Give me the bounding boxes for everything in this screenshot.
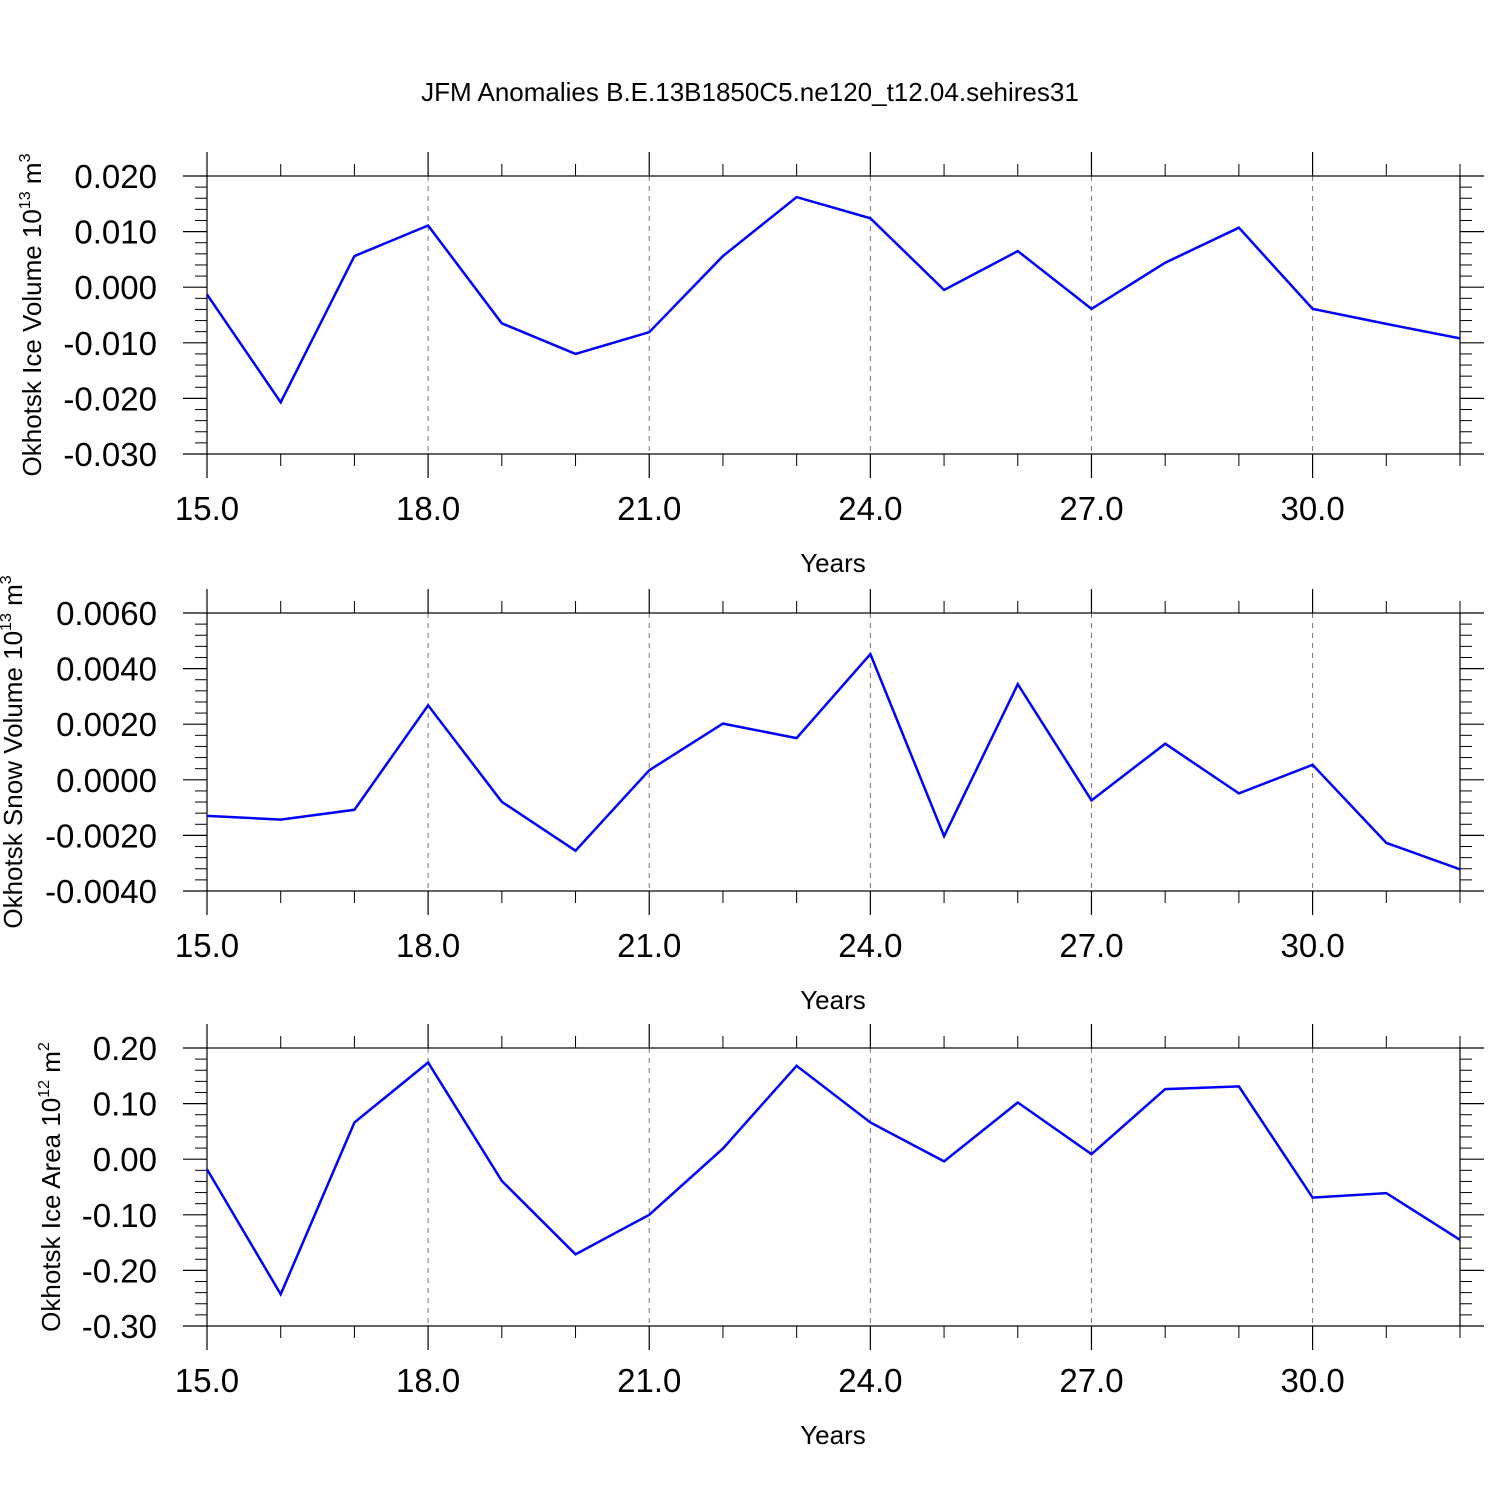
y-axis-title-unit: m bbox=[0, 584, 28, 613]
y-tick-label: 0.010 bbox=[74, 214, 157, 251]
x-tick-label: 24.0 bbox=[838, 927, 902, 964]
plot-frame bbox=[206, 1047, 1461, 1327]
plot-frame bbox=[206, 612, 1461, 892]
y-tick-label: 0.20 bbox=[93, 1030, 157, 1067]
y-tick-label: -0.10 bbox=[82, 1197, 157, 1234]
x-tick-label: 27.0 bbox=[1059, 490, 1123, 527]
x-tick-label: 18.0 bbox=[396, 927, 460, 964]
y-tick-label: 0.0020 bbox=[56, 706, 157, 743]
x-axis-title: Years bbox=[800, 548, 866, 578]
y-tick-label: 0.020 bbox=[74, 158, 157, 195]
x-tick-label: 30.0 bbox=[1280, 490, 1344, 527]
y-axis-title-exponent: 12 bbox=[36, 1080, 53, 1098]
x-axis-title: Years bbox=[800, 1420, 866, 1450]
y-axis-title-unit-exponent: 2 bbox=[36, 1042, 53, 1051]
y-tick-label: -0.010 bbox=[63, 325, 157, 362]
x-tick-label: 30.0 bbox=[1280, 927, 1344, 964]
y-tick-label: 0.0040 bbox=[56, 651, 157, 688]
y-axis-title-text: Okhotsk Ice Volume 10 bbox=[17, 209, 47, 476]
y-tick-label: -0.0020 bbox=[45, 817, 157, 854]
y-axis-title-text: Okhotsk Ice Area 10 bbox=[36, 1098, 66, 1332]
panel-2: 15.0 18.0 21.0 24.0 27.0 30.0 -0.0040 -0.0020 0.… bbox=[0, 575, 1484, 1015]
x-tick-label: 15.0 bbox=[175, 490, 239, 527]
y-axis-title-unit-exponent: 3 bbox=[17, 153, 34, 162]
x-tick-label: 24.0 bbox=[838, 1362, 902, 1399]
plot-frame bbox=[206, 175, 1461, 455]
x-tick-label: 15.0 bbox=[175, 1362, 239, 1399]
x-tick-label: 27.0 bbox=[1059, 1362, 1123, 1399]
panel-3: 15.0 18.0 21.0 24.0 27.0 30.0 -0.30 -0.20 -0.10 0… bbox=[36, 1024, 1484, 1450]
y-tick-label: -0.0040 bbox=[45, 873, 157, 910]
y-axis-title-exponent: 13 bbox=[17, 191, 34, 209]
series-line bbox=[205, 1060, 1461, 1298]
panel-1: 15.0 18.0 21.0 24.0 27.0 30.0 -0.030 -0.020 -0.0… bbox=[17, 152, 1484, 578]
y-tick-label: 0.000 bbox=[74, 269, 157, 306]
y-tick-label: -0.30 bbox=[82, 1308, 157, 1345]
y-tick-label: 0.0000 bbox=[56, 762, 157, 799]
x-tick-label: 21.0 bbox=[617, 1362, 681, 1399]
series-line bbox=[206, 651, 1461, 871]
y-axis-title: Okhotsk Ice Area 1012 m2 bbox=[36, 1042, 66, 1332]
x-tick-label: 18.0 bbox=[396, 490, 460, 527]
x-tick-label: 21.0 bbox=[617, 490, 681, 527]
x-axis-title: Years bbox=[800, 985, 866, 1015]
y-axis-title-unit-exponent: 3 bbox=[0, 575, 15, 584]
y-tick-label: 0.10 bbox=[93, 1086, 157, 1123]
panels: 15.0 18.0 21.0 24.0 27.0 30.0 -0.030 -0.020 -0.0… bbox=[0, 152, 1484, 1450]
x-tick-label: 24.0 bbox=[838, 490, 902, 527]
y-tick-label: -0.20 bbox=[82, 1252, 157, 1289]
y-axis-title: Okhotsk Ice Volume 1013 m3 bbox=[17, 153, 47, 476]
x-tick-label: 27.0 bbox=[1059, 927, 1123, 964]
x-tick-label: 18.0 bbox=[396, 1362, 460, 1399]
y-tick-label: 0.00 bbox=[93, 1141, 157, 1178]
y-tick-label: -0.030 bbox=[63, 436, 157, 473]
y-axis-title: Okhotsk Snow Volume 1013 m3 bbox=[0, 575, 28, 928]
y-axis-title-unit: m bbox=[36, 1051, 66, 1080]
x-tick-label: 30.0 bbox=[1280, 1362, 1344, 1399]
chart-title: JFM Anomalies B.E.13B1850C5.ne120_t12.04… bbox=[421, 77, 1079, 107]
series-line bbox=[205, 195, 1461, 405]
x-tick-label: 21.0 bbox=[617, 927, 681, 964]
y-tick-label: -0.020 bbox=[63, 380, 157, 417]
y-axis-title-text: Okhotsk Snow Volume 10 bbox=[0, 631, 28, 929]
y-axis-title-unit: m bbox=[17, 162, 47, 191]
y-axis-title-exponent: 13 bbox=[0, 613, 15, 631]
x-tick-label: 15.0 bbox=[175, 927, 239, 964]
y-tick-label: 0.0060 bbox=[56, 595, 157, 632]
